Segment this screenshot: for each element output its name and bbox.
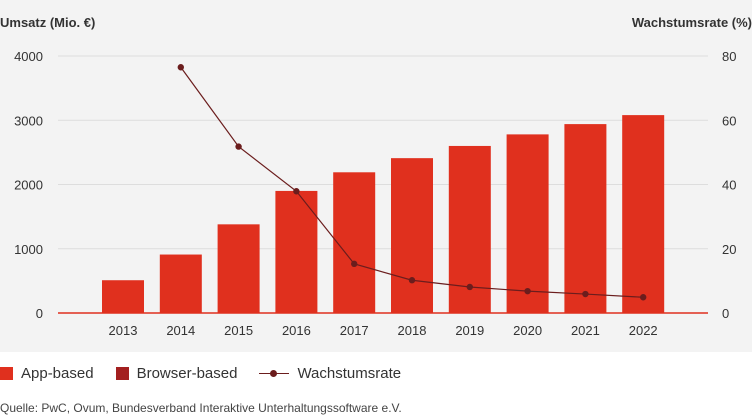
growth-rate-point-2017 xyxy=(351,260,358,268)
y-axis-left-label: Umsatz (Mio. €) xyxy=(0,15,95,30)
y-left-tick-label: 3000 xyxy=(14,113,43,128)
growth-rate-point-2014 xyxy=(177,64,184,71)
legend: App-based Browser-based Wachstumsrate xyxy=(0,362,401,384)
bar-app-based-2015 xyxy=(217,224,260,313)
legend-label-wachstumsrate: Wachstumsrate xyxy=(297,364,402,382)
x-tick-label: 2020 xyxy=(513,323,542,338)
y-right-tick-label: 40 xyxy=(722,178,736,193)
bar-app-based-2016 xyxy=(275,190,318,313)
y-left-tick-label: 1000 xyxy=(14,242,43,257)
y-axis-left-ticks: 0 1000 2000 3000 4000 xyxy=(14,49,43,321)
bar-app-based-2021 xyxy=(564,124,607,313)
y-left-tick-label: 4000 xyxy=(14,49,43,64)
growth-rate-point-2020 xyxy=(524,287,531,295)
legend-swatch-app-based xyxy=(0,366,13,380)
x-tick-label: 2016 xyxy=(282,323,311,338)
bar-app-based-2017 xyxy=(333,172,376,313)
growth-rate-point-2022 xyxy=(640,294,647,301)
bar-app-based-2018 xyxy=(391,158,433,313)
y-right-tick-label: 0 xyxy=(722,306,729,321)
y-axis-right-label: Wachstumsrate (%) xyxy=(632,15,752,30)
bar-app-based-2014 xyxy=(159,254,202,313)
x-tick-label: 2021 xyxy=(571,323,600,338)
bar-app-based-2013 xyxy=(102,280,144,313)
y-right-tick-label: 80 xyxy=(722,49,736,64)
x-tick-label: 2014 xyxy=(166,323,195,338)
x-tick-label: 2019 xyxy=(455,323,484,338)
x-axis-ticks: 2013 2014 2015 2016 2017 2018 2019 2020 2021 2022 xyxy=(109,323,658,338)
x-tick-label: 2022 xyxy=(629,323,658,338)
y-right-tick-label: 60 xyxy=(722,113,736,128)
y-axis-right-ticks: 0 20 40 60 80 xyxy=(722,49,736,321)
x-tick-label: 2018 xyxy=(398,323,427,338)
y-left-tick-label: 0 xyxy=(36,306,43,321)
legend-label-app-based: App-based xyxy=(21,364,94,382)
legend-item-wachstumsrate[interactable]: Wachstumsrate xyxy=(259,365,401,382)
legend-label-browser-based: Browser-based xyxy=(136,364,238,382)
growth-rate-point-2019 xyxy=(466,283,473,291)
growth-rate-point-2018 xyxy=(408,277,416,284)
y-left-tick-label: 2000 xyxy=(14,178,43,193)
x-tick-label: 2015 xyxy=(224,323,253,338)
bar-app-based-2020 xyxy=(506,134,549,313)
growth-rate-point-2016 xyxy=(293,188,300,195)
growth-rate-line xyxy=(177,64,647,301)
y-right-tick-label: 20 xyxy=(722,242,736,257)
chart: Umsatz (Mio. €) Wachstumsrate (%) 0 1000 2… xyxy=(0,0,752,352)
growth-rate-point-2021 xyxy=(582,290,589,298)
x-tick-label: 2017 xyxy=(340,323,369,338)
source-note: Quelle: PwC, Ovum, Bundesverband Interak… xyxy=(0,401,402,415)
legend-item-browser-based[interactable]: Browser-based xyxy=(115,364,238,382)
growth-rate-point-2015 xyxy=(235,143,242,150)
x-tick-label: 2013 xyxy=(109,323,138,338)
legend-swatch-wachstumsrate xyxy=(259,367,290,380)
bar-app-based-2022 xyxy=(622,115,665,313)
legend-item-app-based[interactable]: App-based xyxy=(0,365,94,382)
legend-swatch-browser-based xyxy=(115,366,129,380)
